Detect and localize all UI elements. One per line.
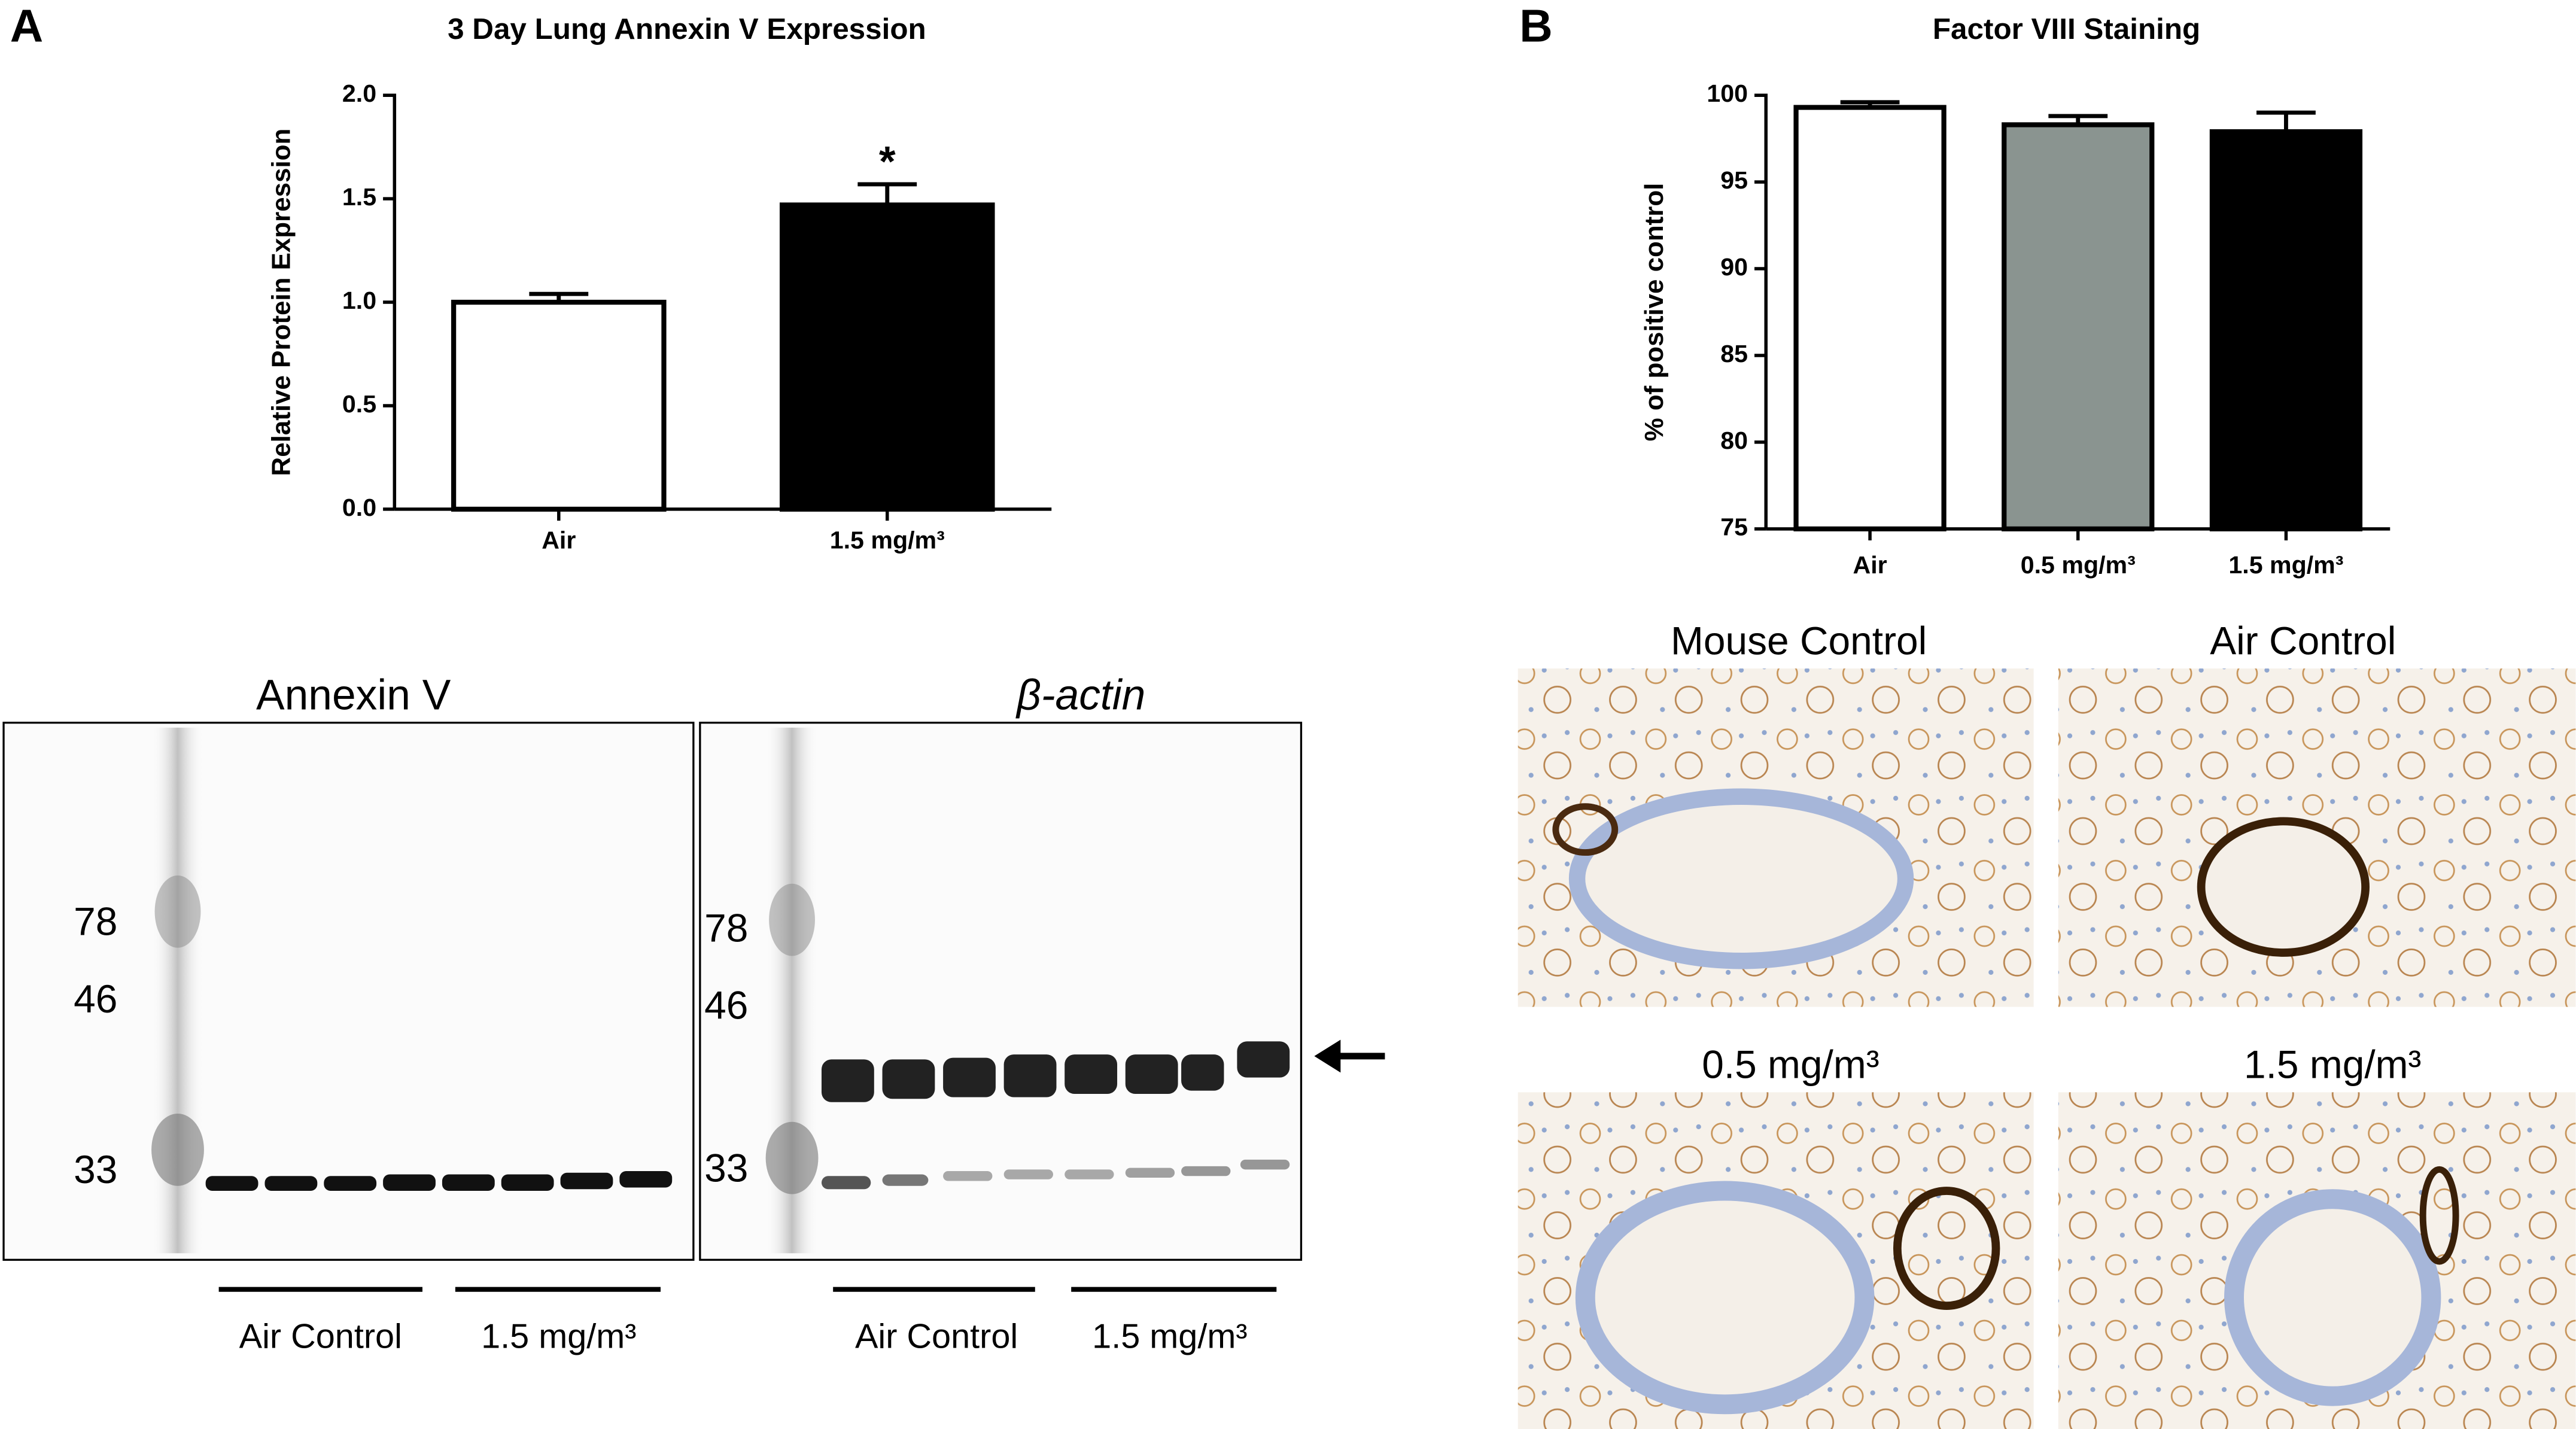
y-tick-label: 1.5 [342, 183, 376, 211]
micrograph-art [1517, 668, 2576, 1429]
x-tick-label: 1.5 mg/m³ [830, 527, 945, 554]
group-label: Air Control [239, 1317, 402, 1355]
x-tick-label: 0.5 mg/m³ [2021, 551, 2136, 579]
error-bar [2256, 110, 2316, 132]
y-axis-label: Relative Protein Expression [266, 129, 296, 476]
marker-label: 78 [74, 899, 117, 944]
y-tick-label: 100 [1707, 80, 1748, 107]
annotation: * [879, 138, 896, 186]
panel-label: B [1519, 1, 1553, 52]
group-label: 1.5 mg/m³ [481, 1317, 636, 1355]
blot-art [2, 722, 1385, 1292]
blot-title: Annexin V [256, 671, 451, 719]
y-axis-label: % of positive control [1640, 183, 1669, 442]
bar [2209, 129, 2363, 531]
y-tick-label: 2.0 [342, 80, 376, 107]
y-tick-label: 85 [1720, 340, 1748, 367]
error-bar [2048, 114, 2108, 125]
x-tick-label: Air [1853, 551, 1887, 579]
marker-label: 33 [74, 1147, 117, 1191]
error-bar [857, 182, 917, 205]
panel-label: A [10, 1, 44, 52]
bar [779, 202, 995, 512]
error-bar [1840, 100, 1900, 108]
y-tick-label: 95 [1720, 166, 1748, 194]
bar [2002, 122, 2155, 531]
marker-label: 33 [704, 1145, 748, 1190]
marker-label: 46 [74, 977, 117, 1021]
x-tick-label: Air [542, 527, 576, 554]
y-tick-label: 0.0 [342, 494, 376, 521]
blot-title: β-actin [1015, 671, 1145, 719]
error-bar [529, 291, 589, 303]
x-tick-label: 1.5 mg/m³ [2228, 551, 2343, 579]
group-label: Air Control [855, 1317, 1018, 1355]
micrograph-title: 1.5 mg/m³ [2244, 1042, 2421, 1087]
marker-label: 78 [704, 906, 748, 950]
marker-label: 46 [704, 983, 748, 1027]
y-tick-label: 1.0 [342, 287, 376, 314]
y-tick-label: 75 [1720, 513, 1748, 541]
y-tick-label: 90 [1720, 253, 1748, 281]
micrograph-title: 0.5 mg/m³ [1702, 1042, 1879, 1087]
bar [1793, 105, 1947, 531]
y-tick-label: 80 [1720, 427, 1748, 454]
micrograph-title: Air Control [2210, 618, 2396, 662]
chart-title: 3 Day Lung Annexin V Expression [448, 13, 926, 45]
micrograph-title: Mouse Control [1671, 618, 1927, 662]
bar [451, 299, 667, 512]
chart-title: Factor VIII Staining [1933, 13, 2200, 45]
y-tick-label: 0.5 [342, 390, 376, 418]
group-label: 1.5 mg/m³ [1092, 1317, 1247, 1355]
